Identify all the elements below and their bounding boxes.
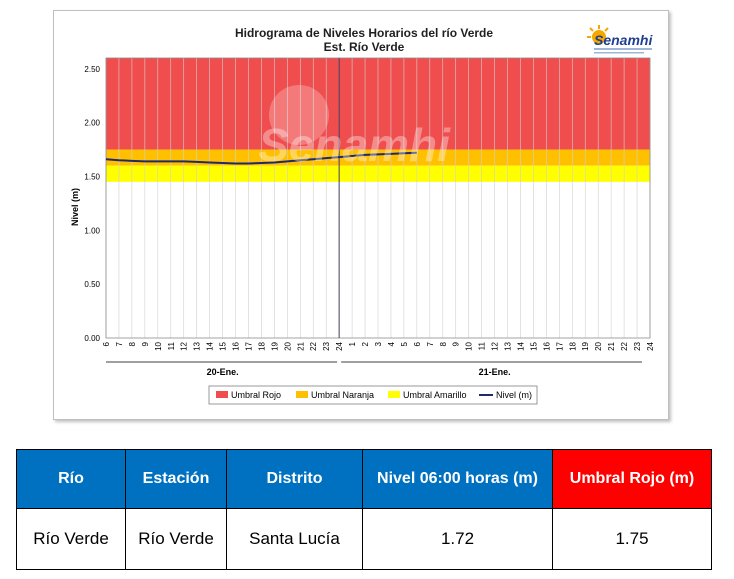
y-tick-label: 1.50 bbox=[84, 172, 100, 181]
x-tick-label: 2 bbox=[361, 341, 370, 346]
x-tick-label: 6 bbox=[102, 341, 111, 346]
x-tick-label: 5 bbox=[400, 341, 409, 346]
senamhi-logo: Senamhi bbox=[587, 25, 653, 54]
x-tick-label: 17 bbox=[555, 341, 564, 350]
cell-rio: Río Verde bbox=[16, 508, 126, 570]
x-tick-label: 9 bbox=[452, 341, 461, 346]
x-tick-label: 22 bbox=[620, 341, 629, 350]
x-tick-label: 8 bbox=[439, 341, 448, 346]
x-tick-label: 10 bbox=[154, 341, 163, 350]
legend-item-amarillo: Umbral Amarillo bbox=[388, 390, 467, 400]
x-tick-label: 21 bbox=[296, 341, 305, 350]
x-tick-label: 16 bbox=[232, 341, 241, 350]
header-nivel: Nivel 06:00 horas (m) bbox=[362, 449, 553, 509]
legend-label-amarillo: Umbral Amarillo bbox=[403, 390, 467, 400]
chart-title: Hidrograma de Niveles Horarios del río V… bbox=[235, 26, 493, 40]
x-tick-label: 15 bbox=[219, 341, 228, 350]
watermark-text: Senamhi bbox=[258, 119, 451, 171]
x-tick-label: 23 bbox=[322, 341, 331, 350]
legend-label-naranja: Umbral Naranja bbox=[311, 390, 374, 400]
x-tick-label: 16 bbox=[542, 341, 551, 350]
x-tick-label: 11 bbox=[167, 341, 176, 350]
legend-label-rojo: Umbral Rojo bbox=[231, 390, 281, 400]
x-tick-label: 6 bbox=[413, 341, 422, 346]
cell-umbral-rojo: 1.75 bbox=[552, 508, 712, 570]
x-tick-label: 8 bbox=[128, 341, 137, 346]
x-tick-label: 10 bbox=[465, 341, 474, 350]
x-tick-label: 23 bbox=[633, 341, 642, 350]
legend-item-naranja: Umbral Naranja bbox=[296, 390, 374, 400]
sun-icon bbox=[587, 25, 609, 44]
cell-nivel: 1.72 bbox=[362, 508, 553, 570]
header-umbral-rojo: Umbral Rojo (m) bbox=[552, 449, 712, 509]
table-row: Río Verde Río Verde Santa Lucía 1.72 1.7… bbox=[16, 508, 712, 570]
x-tick-label: 7 bbox=[426, 341, 435, 346]
x-tick-label: 14 bbox=[516, 341, 525, 350]
chart-svg: Hidrograma de Niveles Horarios del río V… bbox=[70, 25, 655, 405]
x-tick-label: 9 bbox=[141, 341, 150, 346]
x-tick-label: 20 bbox=[594, 341, 603, 350]
x-tick-label: 20 bbox=[283, 341, 292, 350]
station-info-table: Río Estación Distrito Nivel 06:00 horas … bbox=[16, 449, 712, 570]
plot-area: 0.000.501.001.502.002.506 7 8 9 10 11 12 13 14 15… bbox=[84, 57, 655, 377]
x-tick-label: 18 bbox=[257, 341, 266, 350]
y-tick-label: 0.50 bbox=[84, 280, 100, 289]
chart-subtitle: Est. Río Verde bbox=[324, 40, 405, 54]
x-tick-label: 13 bbox=[504, 341, 513, 350]
x-tick-label: 7 bbox=[115, 341, 124, 346]
legend-label-nivel: Nivel (m) bbox=[496, 390, 532, 400]
cell-distrito: Santa Lucía bbox=[226, 508, 363, 570]
cell-estacion: Río Verde bbox=[125, 508, 227, 570]
series-line-nivel bbox=[105, 151, 417, 165]
day-label-1: 20-Ene. bbox=[207, 367, 239, 377]
watermark: Senamhi bbox=[258, 85, 451, 171]
plot-border bbox=[105, 57, 651, 339]
x-tick-label: 22 bbox=[309, 341, 318, 350]
hydrograph-chart: Hidrograma de Niveles Horarios del río V… bbox=[53, 10, 669, 420]
header-estacion: Estación bbox=[125, 449, 227, 509]
x-tick-label: 18 bbox=[568, 341, 577, 350]
y-tick-label: 1.00 bbox=[84, 226, 100, 235]
x-tick-label: 24 bbox=[335, 341, 344, 350]
y-tick-label: 0.00 bbox=[84, 334, 100, 343]
y-tick-label: 2.00 bbox=[84, 119, 100, 128]
header-distrito: Distrito bbox=[226, 449, 363, 509]
x-tick-label: 24 bbox=[646, 341, 655, 350]
y-tick-label: 2.50 bbox=[84, 65, 100, 74]
x-tick-label: 13 bbox=[193, 341, 202, 350]
x-tick-label: 12 bbox=[180, 341, 189, 350]
x-tick-label: 1 bbox=[348, 341, 357, 346]
x-tick-label: 15 bbox=[529, 341, 538, 350]
x-tick-label: 19 bbox=[581, 341, 590, 350]
legend: Umbral Rojo Umbral Naranja Umbral Amaril… bbox=[208, 385, 538, 405]
day-label-2: 21-Ene. bbox=[479, 367, 511, 377]
legend-item-rojo: Umbral Rojo bbox=[216, 390, 281, 400]
table-header-row: Río Estación Distrito Nivel 06:00 horas … bbox=[16, 449, 712, 509]
x-tick-label: 12 bbox=[491, 341, 500, 350]
y-axis-title: Nivel (m) bbox=[70, 188, 80, 226]
x-tick-label: 14 bbox=[206, 341, 215, 350]
logo-text: Senamhi bbox=[594, 32, 653, 48]
x-tick-label: 17 bbox=[244, 341, 253, 350]
legend-item-nivel: Nivel (m) bbox=[479, 390, 532, 400]
x-tick-label: 11 bbox=[478, 341, 487, 350]
x-tick-label: 19 bbox=[270, 341, 279, 350]
x-tick-label: 4 bbox=[387, 341, 396, 346]
header-rio: Río bbox=[16, 449, 126, 509]
x-tick-label: 21 bbox=[607, 341, 616, 350]
x-tick-label: 3 bbox=[374, 341, 383, 346]
